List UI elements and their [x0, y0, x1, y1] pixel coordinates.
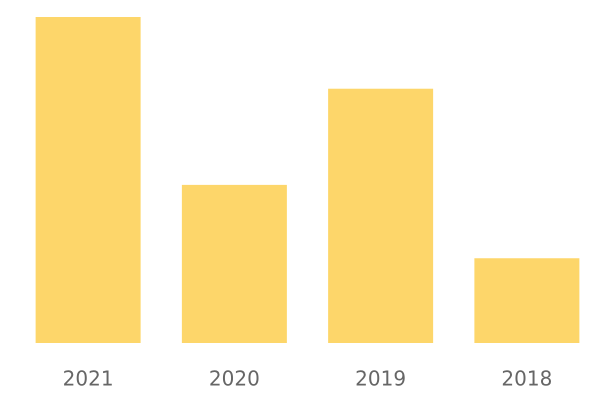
bar	[474, 258, 580, 343]
x-tick-label: 2021	[63, 367, 114, 391]
bar	[181, 184, 287, 343]
x-tick-label: 2019	[355, 367, 406, 391]
x-tick-label: 2018	[501, 367, 552, 391]
bar	[328, 88, 434, 343]
bar	[35, 17, 141, 343]
x-tick-label: 2020	[209, 367, 260, 391]
